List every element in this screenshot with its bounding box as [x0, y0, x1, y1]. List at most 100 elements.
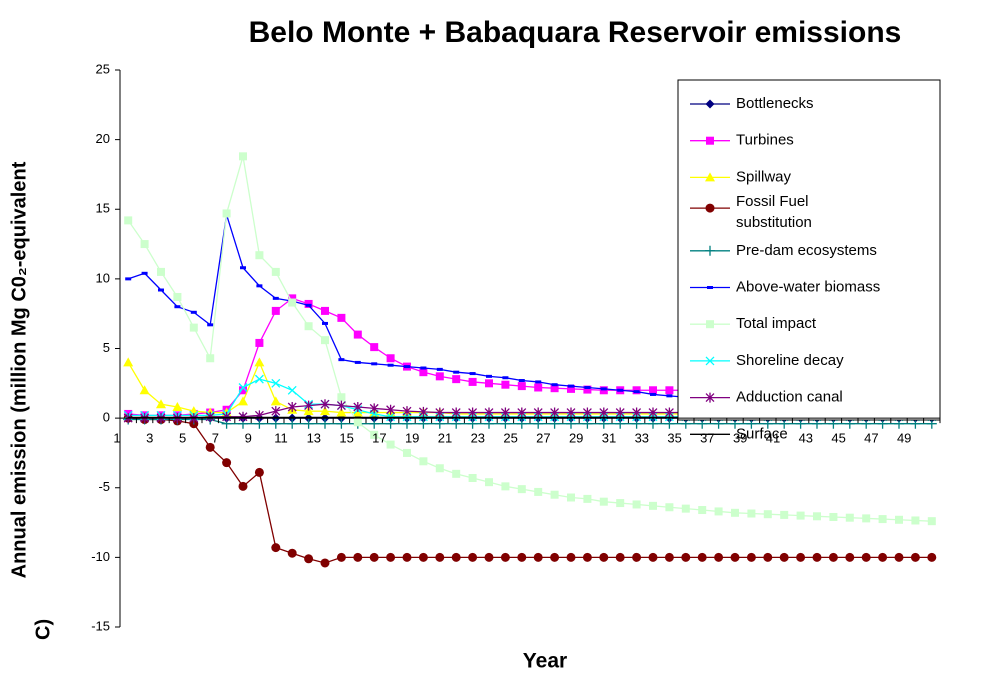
marker — [927, 517, 936, 526]
marker — [698, 506, 707, 515]
marker — [337, 313, 346, 322]
marker — [534, 487, 543, 496]
marker — [321, 306, 329, 315]
marker — [238, 411, 248, 422]
marker — [385, 418, 396, 429]
y-tick-label: 0 — [103, 410, 110, 425]
x-axis-title: Year — [523, 650, 567, 673]
marker — [566, 407, 576, 418]
marker — [271, 543, 281, 553]
marker — [550, 384, 559, 393]
legend-item: Adduction canal — [690, 389, 843, 406]
legend-label: Surface — [736, 425, 788, 442]
chart-title: Belo Monte + Babaquara Reservoir emissio… — [249, 16, 902, 49]
marker — [173, 292, 182, 301]
x-tick-label: 35 — [667, 431, 681, 446]
marker — [567, 493, 575, 502]
marker — [435, 407, 445, 418]
legend-label: Fossil Fuel substitution — [736, 193, 812, 231]
marker — [599, 497, 608, 506]
x-tick-label: 27 — [536, 431, 550, 446]
marker — [402, 552, 412, 562]
x-tick-label: 33 — [635, 431, 649, 446]
marker — [336, 418, 347, 429]
marker — [123, 357, 134, 367]
marker — [714, 552, 724, 562]
marker — [583, 385, 592, 394]
marker — [287, 548, 297, 558]
marker — [336, 552, 346, 562]
y-axis-title: C) — [32, 619, 54, 640]
marker — [337, 393, 346, 402]
marker — [534, 383, 543, 392]
marker — [353, 552, 363, 562]
legend-marker — [705, 245, 715, 256]
x-tick-label: 29 — [569, 431, 583, 446]
marker — [484, 552, 494, 562]
marker — [648, 407, 658, 418]
marker — [468, 552, 478, 562]
legend-label: Total impact — [736, 315, 817, 332]
marker — [270, 396, 281, 406]
x-tick-label: 31 — [602, 431, 616, 446]
marker — [238, 396, 248, 406]
marker — [550, 490, 559, 499]
marker — [631, 418, 642, 429]
marker — [501, 380, 510, 389]
marker — [796, 552, 806, 562]
y-tick-label: 15 — [96, 201, 110, 216]
marker — [746, 552, 756, 562]
marker — [287, 401, 297, 412]
marker — [238, 383, 248, 392]
x-tick-label: 5 — [179, 431, 186, 446]
marker — [320, 418, 330, 429]
marker — [370, 343, 379, 352]
legend-label: Pre-dam ecosystems — [736, 242, 877, 259]
marker — [648, 552, 658, 562]
marker — [321, 336, 329, 345]
marker — [238, 481, 248, 491]
marker — [566, 552, 576, 562]
marker — [649, 386, 657, 395]
legend-item: Bottlenecks — [690, 95, 814, 112]
marker — [336, 407, 347, 417]
x-tick-label: 23 — [471, 431, 485, 446]
marker — [222, 411, 232, 422]
marker — [386, 404, 396, 415]
marker — [206, 354, 215, 363]
marker — [403, 448, 411, 457]
marker — [353, 418, 362, 427]
marker — [254, 357, 265, 367]
marker — [353, 401, 363, 412]
x-tick-label: 21 — [438, 431, 452, 446]
marker — [255, 251, 264, 260]
legend-marker — [705, 356, 715, 366]
x-tick-label: 43 — [799, 431, 813, 446]
marker — [435, 552, 445, 562]
marker — [270, 418, 281, 429]
legend-box — [677, 79, 941, 421]
marker — [878, 515, 887, 524]
y-tick-label: 5 — [103, 340, 110, 355]
marker — [386, 354, 395, 363]
marker — [714, 507, 723, 516]
x-tick-label: 37 — [700, 431, 714, 446]
x-tick-label: 49 — [897, 431, 911, 446]
marker — [435, 464, 444, 473]
marker — [567, 384, 575, 393]
marker — [303, 418, 314, 429]
marker — [517, 407, 527, 418]
marker — [763, 510, 772, 519]
marker — [615, 407, 625, 418]
marker — [665, 386, 674, 395]
marker — [516, 418, 527, 429]
marker — [664, 552, 674, 562]
marker — [894, 552, 904, 562]
marker — [484, 418, 494, 429]
legend-item: Fossil Fuel substitution — [690, 193, 812, 231]
marker — [485, 379, 493, 388]
marker — [287, 418, 298, 429]
marker — [616, 499, 625, 508]
marker — [927, 552, 937, 562]
marker — [911, 516, 920, 525]
